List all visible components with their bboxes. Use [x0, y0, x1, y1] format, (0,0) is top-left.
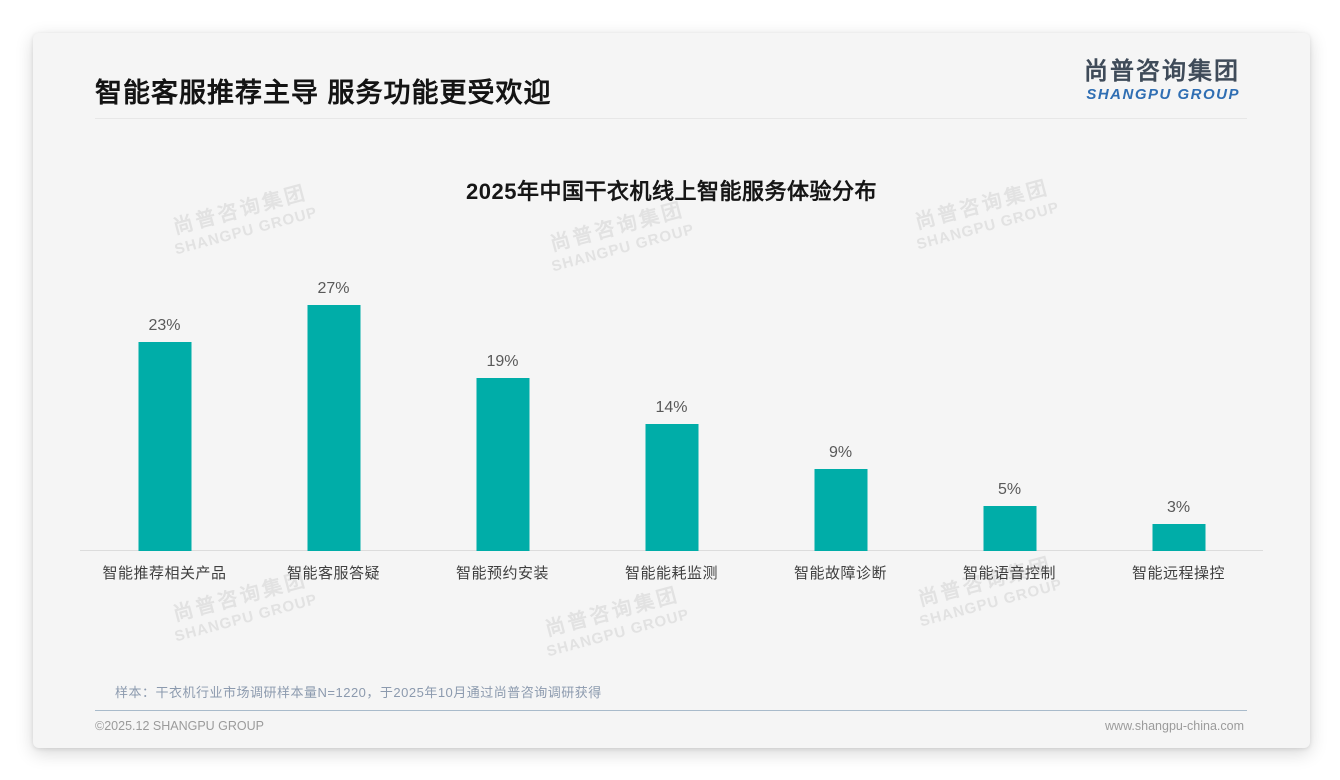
bar-group: 23% 智能推荐相关产品	[80, 260, 249, 582]
brand-watermark: 尚普咨询集团 SHANGPU GROUP	[518, 576, 713, 667]
bar-group: 14% 智能能耗监测	[587, 260, 756, 582]
bar-category-label: 智能语音控制	[962, 565, 1056, 582]
bar-category-label: 智能客服答疑	[286, 565, 380, 582]
header-divider	[95, 118, 1247, 119]
logo-english-text: SHANGPU GROUP	[1086, 85, 1240, 103]
bar-group: 27% 智能客服答疑	[249, 260, 418, 582]
company-logo: 尚普咨询集团 SHANGPU GROUP	[1084, 58, 1240, 103]
page-title: 智能客服推荐主导 服务功能更受欢迎	[95, 78, 552, 108]
slide-card: 尚普咨询集团 SHANGPU GROUP 尚普咨询集团 SHANGPU GROUP 尚普…	[33, 33, 1310, 748]
bar	[307, 305, 360, 551]
bar-category-label: 智能故障诊断	[793, 565, 887, 582]
bar	[1152, 523, 1205, 551]
bar	[476, 378, 529, 551]
watermark-english-text: SHANGPU GROUP	[544, 605, 692, 661]
bar-group: 9% 智能故障诊断	[756, 260, 925, 582]
bar	[138, 341, 191, 551]
bar-category-label: 智能推荐相关产品	[102, 565, 227, 582]
bar-value-label: 23%	[148, 316, 181, 334]
bar-category-label: 智能预约安装	[455, 565, 549, 582]
watermark-english-text: SHANGPU GROUP	[172, 203, 320, 259]
watermark-chinese-text: 尚普咨询集团	[542, 583, 682, 641]
bar-group: 19% 智能预约安装	[418, 260, 587, 582]
sample-note: 样本：干衣机行业市场调研样本量N=1220，于2025年10月通过尚普咨询调研获…	[115, 685, 602, 700]
bar-chart: 23% 智能推荐相关产品 27% 智能客服答疑 19% 智能预约安装 14% 智能能耗监测 9%…	[80, 260, 1263, 582]
bar-value-label: 9%	[828, 444, 853, 462]
bar-value-label: 14%	[655, 398, 688, 416]
bar	[814, 469, 867, 551]
bar	[983, 505, 1036, 551]
bar-value-label: 3%	[1166, 498, 1191, 516]
bar-value-label: 27%	[317, 280, 350, 298]
footer-row: ©2025.12 SHANGPU GROUP www.shangpu-china…	[95, 719, 1244, 733]
logo-chinese-text: 尚普咨询集团	[1084, 58, 1240, 85]
website-link[interactable]: www.shangpu-china.com	[1105, 719, 1244, 733]
bar-value-label: 19%	[486, 353, 519, 371]
watermark-english-text: SHANGPU GROUP	[172, 590, 320, 646]
copyright-text: ©2025.12 SHANGPU GROUP	[95, 719, 264, 733]
bar-group: 3% 智能远程操控	[1094, 260, 1263, 582]
bar-value-label: 5%	[997, 480, 1022, 498]
bar-category-label: 智能远程操控	[1131, 565, 1225, 582]
bar-group: 5% 智能语音控制	[925, 260, 1094, 582]
footer-divider	[95, 710, 1247, 711]
bar	[645, 423, 698, 551]
bar-category-label: 智能能耗监测	[624, 565, 718, 582]
chart-title: 2025年中国干衣机线上智能服务体验分布	[466, 179, 877, 204]
brand-watermark: 尚普咨询集团 SHANGPU GROUP	[891, 546, 1086, 637]
